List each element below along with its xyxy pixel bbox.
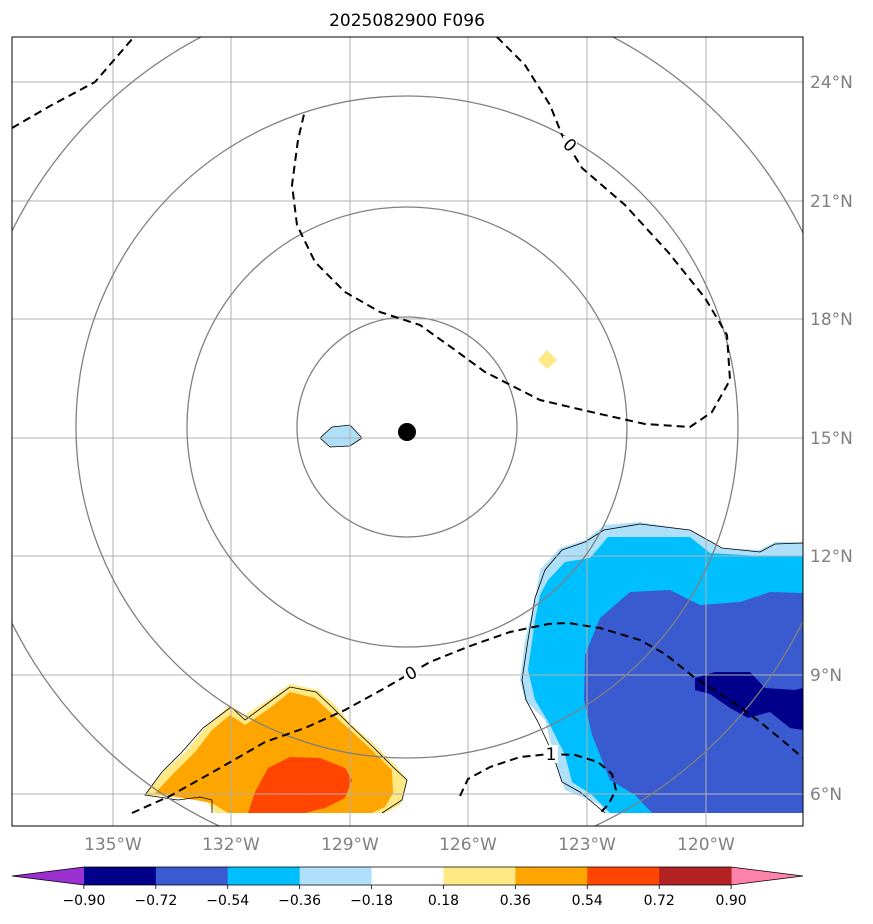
- colorbar-extend-low: [12, 867, 84, 885]
- negative-anomaly-region: [520, 522, 803, 814]
- contour-line-zero-south: [131, 621, 803, 814]
- contour-label-mask: [404, 663, 418, 681]
- lon-tick-label: 129°W: [321, 835, 379, 855]
- lat-tick-label: 6°N: [810, 785, 842, 805]
- lon-tick-label: 120°W: [677, 835, 735, 855]
- small-positive-patch: [538, 350, 557, 369]
- contour-lines: [12, 37, 803, 814]
- lat-tick-label: 9°N: [810, 666, 842, 686]
- lon-tick-label: 132°W: [202, 835, 260, 855]
- colorbar-segment: [659, 867, 732, 885]
- colorbar-tick-label: 0.90: [716, 893, 747, 909]
- colorbar-tick-label: 0.18: [428, 893, 459, 909]
- lon-tick-label: 123°W: [558, 835, 616, 855]
- map-frame: [11, 36, 804, 827]
- lat-tick-label: 18°N: [810, 310, 853, 330]
- contour-label-mask: [544, 745, 558, 763]
- contour-label: 1: [546, 745, 557, 765]
- lon-tick-label: 135°W: [84, 835, 142, 855]
- colorbar-segment: [443, 867, 516, 885]
- lon-tick-label: 126°W: [439, 835, 497, 855]
- range-ring: [75, 95, 739, 759]
- colorbar-segment: [371, 867, 444, 885]
- colorbar-segment: [83, 867, 157, 885]
- shade-level-pos054: [248, 757, 352, 813]
- colorbar-tick-label: −0.18: [350, 893, 393, 909]
- contour-line-zero-northwest: [12, 37, 134, 129]
- colorbar-tick-label: −0.72: [134, 893, 177, 909]
- colorbar-tick-label: −0.54: [206, 893, 249, 909]
- range-rings: [12, 37, 803, 826]
- positive-anomaly-region: [144, 684, 408, 814]
- storm-center-marker: [398, 423, 416, 441]
- range-ring: [296, 316, 518, 538]
- colorbar-segment: [515, 867, 588, 885]
- colorbar-segment: [227, 867, 301, 885]
- lat-tick-label: 12°N: [810, 547, 853, 567]
- colorbar-segment: [299, 867, 373, 885]
- map-area: 0 0 1: [12, 37, 803, 826]
- contour-label-mask: [563, 136, 577, 154]
- colorbar-tick-label: −0.90: [62, 893, 105, 909]
- colorbar: −0.90 −0.72 −0.54 −0.36 −0.18 0.18 0.36 0.54 0.7…: [11, 866, 804, 909]
- shade-level-neg072: [695, 672, 803, 730]
- colorbar-tick-label: −0.36: [278, 893, 321, 909]
- lat-tick-label: 15°N: [810, 429, 853, 449]
- colorbar-tick-label: 0.36: [500, 893, 531, 909]
- chart-title: 2025082900 F096: [329, 11, 485, 31]
- colorbar-extend-high: [731, 867, 803, 885]
- contour-line-zero-north: [290, 37, 732, 429]
- range-ring: [186, 206, 628, 648]
- colorbar-tick-label: 0.54: [572, 893, 603, 909]
- lat-tick-labels: 6°N 9°N 12°N 15°N 18°N 21°N 24°N: [810, 73, 853, 805]
- contour-line-one: [459, 752, 618, 814]
- colorbar-segment: [155, 867, 229, 885]
- lat-tick-label: 24°N: [810, 73, 853, 93]
- shade-level-neg054: [584, 590, 803, 813]
- lat-tick-label: 21°N: [810, 192, 853, 212]
- contour-label-group: 0 0 1: [402, 135, 580, 765]
- lon-tick-labels: 135°W 132°W 129°W 126°W 123°W 120°W: [84, 835, 735, 855]
- shade-outline-pos: [144, 686, 408, 814]
- colorbar-tick-label: 0.72: [644, 893, 675, 909]
- colorbar-segment: [587, 867, 660, 885]
